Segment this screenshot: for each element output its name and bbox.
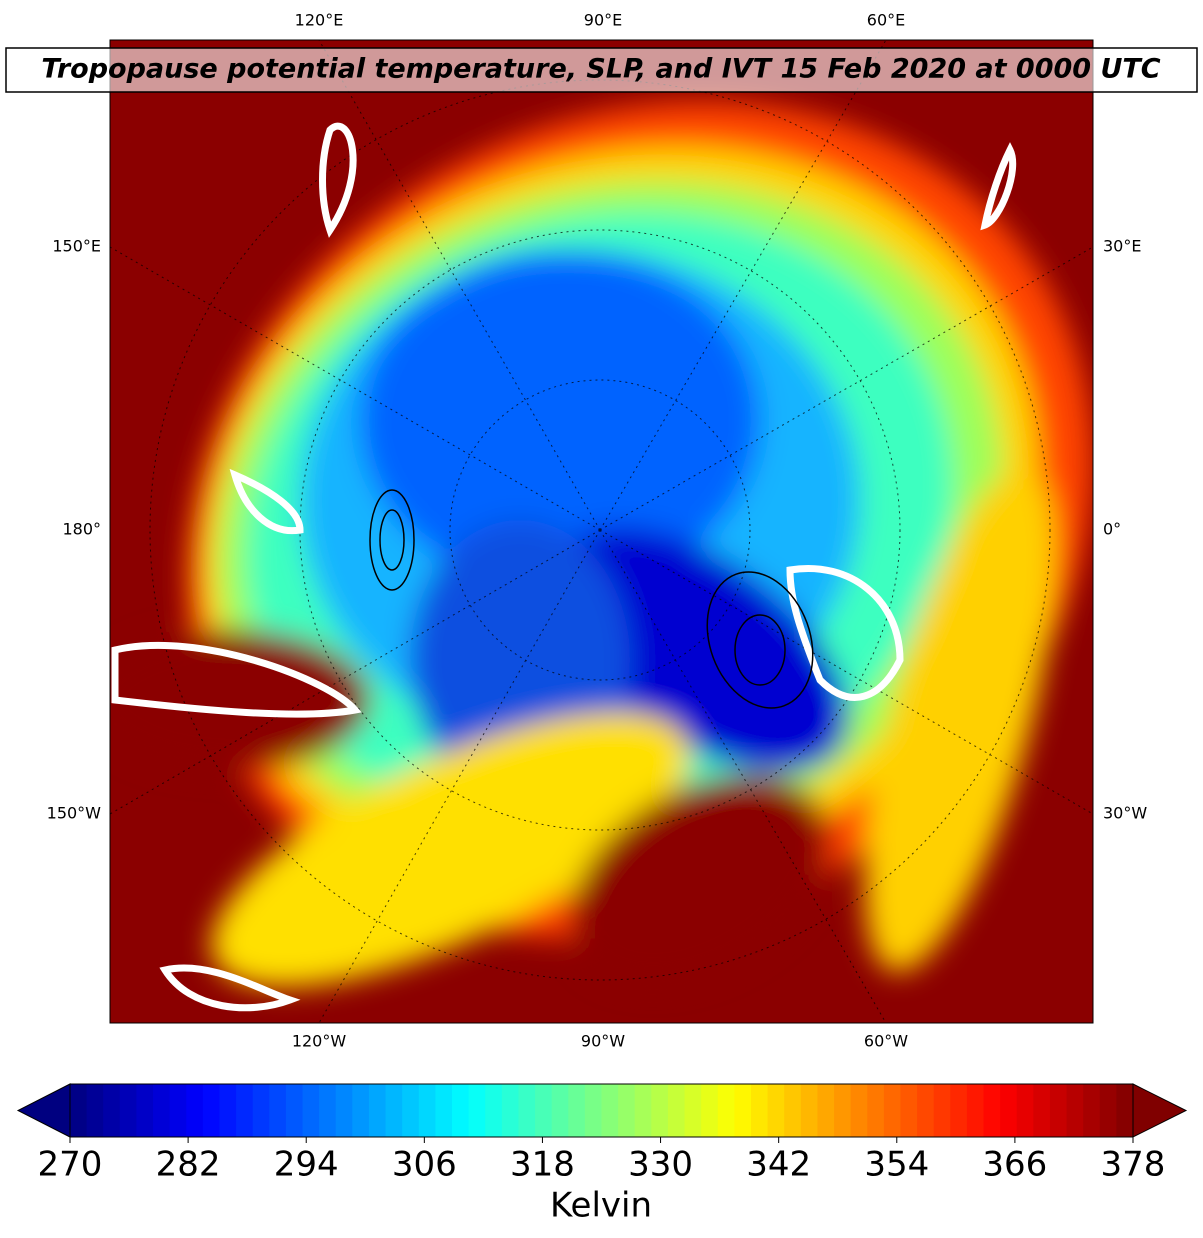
colorbar-segment [202,1084,221,1137]
colorbar-segment [136,1084,154,1137]
map [110,40,1093,1023]
lon-label: 90°W [581,1032,625,1051]
colorbar-segment [86,1084,104,1137]
colorbar-segment [435,1084,453,1137]
colorbar-segment [169,1084,187,1137]
colorbar-segment [584,1084,603,1137]
colorbar-segment [651,1084,669,1137]
colorbar-segment [385,1084,403,1137]
colorbar-extend-high [1132,1083,1188,1138]
colorbar-tick-label: 318 [510,1145,575,1185]
lon-label: 90°E [584,11,622,30]
colorbar-segment [518,1084,536,1137]
colorbar-segment [784,1084,802,1137]
colorbar-segment [335,1084,353,1137]
colorbar-segment [302,1084,320,1137]
lon-label: 180° [62,520,101,539]
colorbar-segment [252,1084,270,1137]
colorbar-label: Kelvin [550,1186,652,1226]
lon-label: 30°W [1103,804,1147,823]
colorbar-segment [883,1084,902,1137]
colorbar-segment [468,1084,486,1137]
colorbar-segment [535,1084,553,1137]
lon-label: 30°E [1103,237,1141,256]
colorbar-tick-label: 366 [982,1145,1047,1185]
lon-label: 60°W [864,1032,908,1051]
colorbar-segment [153,1084,171,1137]
colorbar-segment [1116,1084,1134,1137]
colorbar-segment [950,1084,968,1137]
colorbar-segment [568,1084,586,1137]
colorbar-segment [1099,1084,1117,1137]
title-box [5,47,1198,93]
colorbar-segment [352,1084,370,1137]
colorbar-segment [501,1084,520,1137]
colorbar-segment [1000,1084,1018,1137]
colorbar-segment [618,1084,636,1137]
colorbar-segment [767,1084,785,1137]
colorbar-segment [900,1084,918,1137]
colorbar-segment [103,1084,121,1137]
colorbar-extend-low [16,1083,71,1138]
colorbar-segment [1033,1084,1051,1137]
colorbar-segment [634,1084,652,1137]
colorbar-segment [236,1084,254,1137]
colorbar-segment [452,1084,470,1137]
colorbar-segment [319,1084,337,1137]
colorbar-segment [1049,1084,1068,1137]
colorbar-segment [1066,1084,1084,1137]
colorbar-segment [1016,1084,1034,1137]
colorbar-segment [800,1084,819,1137]
colorbar-tick-label: 270 [38,1145,103,1185]
colorbar-segment [219,1084,237,1137]
lon-label: 0° [1103,520,1121,539]
colorbar-segment [834,1084,852,1137]
colorbar-frame [69,1083,1134,1138]
colorbar-segment [867,1084,885,1137]
lon-label: 60°E [867,11,905,30]
colorbar-segment [269,1084,287,1137]
colorbar-segment [734,1084,752,1137]
colorbar-tick-label: 294 [274,1145,339,1185]
colorbar-segment [1083,1084,1101,1137]
colorbar-segment [983,1084,1001,1137]
lon-label: 150°E [52,237,101,256]
colorbar-segment [667,1084,686,1137]
colorbar-segment [817,1084,835,1137]
colorbar-segment [966,1084,985,1137]
colorbar-tick-label: 378 [1101,1145,1166,1185]
title: Tropopause potential temperature, SLP, a… [41,54,1160,85]
colorbar-segment [917,1084,935,1137]
colorbar-segment [485,1084,503,1137]
colorbar-segment [368,1084,387,1137]
colorbar-segment [70,1084,88,1137]
colorbar-segment [418,1084,437,1137]
colorbar-tick-label: 330 [628,1145,693,1185]
colorbar-segment [701,1084,719,1137]
colorbar-segment [186,1084,204,1137]
lon-label: 120°W [292,1032,347,1051]
colorbar-segment [285,1084,304,1137]
colorbar-tick-label: 342 [746,1145,811,1185]
lon-label: 150°W [47,804,102,823]
colorbar-segment [850,1084,868,1137]
colorbar-segment [684,1084,702,1137]
colorbar-tick-label: 306 [392,1145,457,1185]
colorbar-segment [551,1084,569,1137]
colorbar-segment [119,1084,138,1137]
colorbar: 270 282 294 306 318 330 342 354 366 378 [16,1083,1188,1185]
colorbar-segment [601,1084,619,1137]
colorbar-tick-label: 354 [864,1145,929,1185]
colorbar-segment [402,1084,420,1137]
colorbar-segment [750,1084,769,1137]
lon-label: 120°E [295,11,344,30]
colorbar-segment [717,1084,735,1137]
colorbar-tick-label: 282 [156,1145,221,1185]
colorbar-segment [933,1084,951,1137]
